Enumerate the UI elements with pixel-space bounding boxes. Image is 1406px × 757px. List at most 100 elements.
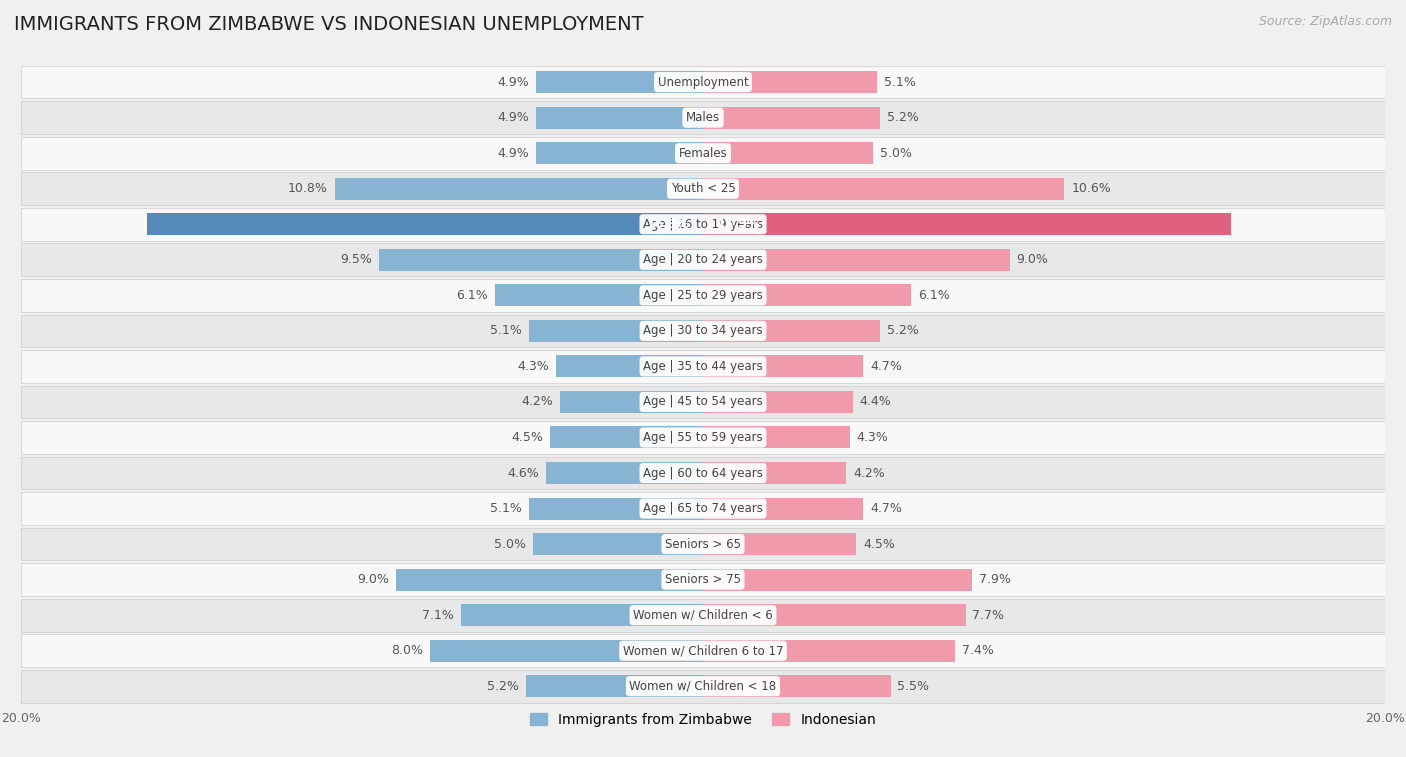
Bar xyxy=(703,497,863,519)
Text: Women w/ Children < 18: Women w/ Children < 18 xyxy=(630,680,776,693)
Text: 4.9%: 4.9% xyxy=(498,147,529,160)
Text: 10.6%: 10.6% xyxy=(1071,182,1111,195)
Text: 7.9%: 7.9% xyxy=(979,573,1011,586)
Bar xyxy=(703,426,849,448)
Bar xyxy=(526,675,703,697)
Text: 4.7%: 4.7% xyxy=(870,502,901,515)
Text: Females: Females xyxy=(679,147,727,160)
Bar xyxy=(380,249,703,271)
Bar xyxy=(21,350,1385,383)
Bar xyxy=(335,178,703,200)
Bar xyxy=(21,599,1385,631)
Bar xyxy=(536,71,703,93)
Bar xyxy=(21,208,1385,241)
Bar xyxy=(21,670,1385,702)
Bar xyxy=(703,569,973,590)
Bar xyxy=(21,456,1385,489)
Bar xyxy=(703,178,1064,200)
Text: Unemployment: Unemployment xyxy=(658,76,748,89)
Text: Seniors > 65: Seniors > 65 xyxy=(665,537,741,550)
Text: 9.0%: 9.0% xyxy=(1017,254,1049,266)
Bar xyxy=(21,137,1385,170)
Text: Age | 30 to 34 years: Age | 30 to 34 years xyxy=(643,324,763,338)
Bar xyxy=(703,604,966,626)
Bar xyxy=(148,213,703,235)
Text: 4.4%: 4.4% xyxy=(860,395,891,409)
Text: Source: ZipAtlas.com: Source: ZipAtlas.com xyxy=(1258,15,1392,28)
Text: 7.1%: 7.1% xyxy=(422,609,454,621)
Bar xyxy=(703,391,853,413)
Bar xyxy=(557,355,703,378)
Bar xyxy=(21,244,1385,276)
Bar xyxy=(536,107,703,129)
Bar xyxy=(430,640,703,662)
Bar xyxy=(21,279,1385,312)
Text: 8.0%: 8.0% xyxy=(391,644,423,657)
Text: 5.1%: 5.1% xyxy=(884,76,915,89)
Text: 5.2%: 5.2% xyxy=(887,324,920,338)
Bar xyxy=(536,142,703,164)
Text: 4.9%: 4.9% xyxy=(498,76,529,89)
Text: 9.5%: 9.5% xyxy=(340,254,373,266)
Text: 16.3%: 16.3% xyxy=(647,218,689,231)
Text: Age | 45 to 54 years: Age | 45 to 54 years xyxy=(643,395,763,409)
Bar xyxy=(703,640,955,662)
Text: 5.0%: 5.0% xyxy=(494,537,526,550)
Bar xyxy=(461,604,703,626)
Bar xyxy=(21,492,1385,525)
Text: Age | 25 to 29 years: Age | 25 to 29 years xyxy=(643,289,763,302)
Text: IMMIGRANTS FROM ZIMBABWE VS INDONESIAN UNEMPLOYMENT: IMMIGRANTS FROM ZIMBABWE VS INDONESIAN U… xyxy=(14,15,644,34)
Text: Age | 20 to 24 years: Age | 20 to 24 years xyxy=(643,254,763,266)
Bar xyxy=(21,634,1385,667)
Bar xyxy=(529,320,703,342)
Text: Age | 65 to 74 years: Age | 65 to 74 years xyxy=(643,502,763,515)
Bar xyxy=(703,285,911,307)
Bar xyxy=(396,569,703,590)
Text: Age | 35 to 44 years: Age | 35 to 44 years xyxy=(643,360,763,373)
Text: Age | 16 to 19 years: Age | 16 to 19 years xyxy=(643,218,763,231)
Text: Women w/ Children 6 to 17: Women w/ Children 6 to 17 xyxy=(623,644,783,657)
Text: 4.2%: 4.2% xyxy=(522,395,553,409)
Text: 4.5%: 4.5% xyxy=(863,537,896,550)
Text: 10.8%: 10.8% xyxy=(288,182,328,195)
Legend: Immigrants from Zimbabwe, Indonesian: Immigrants from Zimbabwe, Indonesian xyxy=(524,707,882,732)
Bar xyxy=(560,391,703,413)
Text: Women w/ Children < 6: Women w/ Children < 6 xyxy=(633,609,773,621)
Bar xyxy=(703,533,856,555)
Bar xyxy=(703,675,890,697)
Text: 4.6%: 4.6% xyxy=(508,466,540,479)
Bar xyxy=(21,314,1385,347)
Text: Males: Males xyxy=(686,111,720,124)
Bar xyxy=(21,385,1385,419)
Bar xyxy=(21,173,1385,205)
Bar xyxy=(703,249,1010,271)
Text: 5.5%: 5.5% xyxy=(897,680,929,693)
Text: 4.7%: 4.7% xyxy=(870,360,901,373)
Bar xyxy=(21,528,1385,560)
Text: 5.2%: 5.2% xyxy=(486,680,519,693)
Text: 6.1%: 6.1% xyxy=(457,289,488,302)
Bar xyxy=(529,497,703,519)
Text: 5.1%: 5.1% xyxy=(491,324,522,338)
Bar xyxy=(21,101,1385,134)
Text: Age | 60 to 64 years: Age | 60 to 64 years xyxy=(643,466,763,479)
Bar xyxy=(546,462,703,484)
Text: 4.5%: 4.5% xyxy=(510,431,543,444)
Text: 4.3%: 4.3% xyxy=(856,431,889,444)
Text: 5.2%: 5.2% xyxy=(887,111,920,124)
Bar xyxy=(21,563,1385,596)
Bar xyxy=(703,107,880,129)
Bar xyxy=(703,142,873,164)
Text: 4.2%: 4.2% xyxy=(853,466,884,479)
Text: Youth < 25: Youth < 25 xyxy=(671,182,735,195)
Text: 9.0%: 9.0% xyxy=(357,573,389,586)
Bar xyxy=(21,66,1385,98)
Text: 15.5%: 15.5% xyxy=(717,218,761,231)
Text: 6.1%: 6.1% xyxy=(918,289,949,302)
Text: 7.7%: 7.7% xyxy=(973,609,1004,621)
Bar xyxy=(703,320,880,342)
Bar xyxy=(21,421,1385,454)
Text: 4.3%: 4.3% xyxy=(517,360,550,373)
Text: 7.4%: 7.4% xyxy=(962,644,994,657)
Bar xyxy=(703,71,877,93)
